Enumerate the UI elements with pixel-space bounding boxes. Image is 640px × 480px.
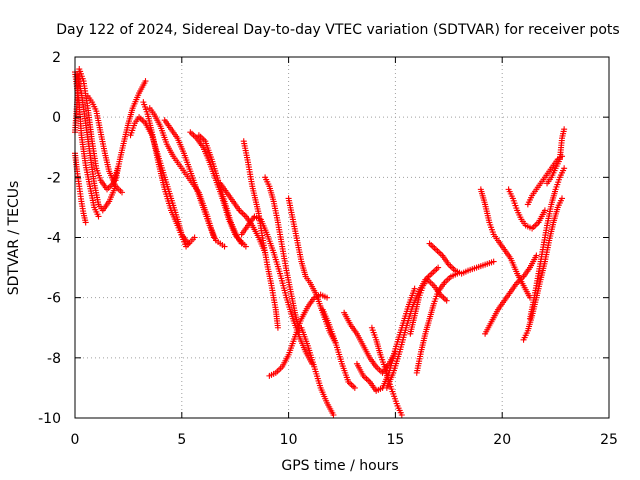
data-point — [274, 324, 281, 331]
series-arc-6 — [112, 78, 149, 184]
series-arc-18 — [266, 291, 331, 379]
y-tick-label: -2 — [47, 170, 61, 186]
data-point — [351, 384, 358, 391]
series-arc-13 — [217, 180, 269, 256]
series-arc-17 — [285, 195, 339, 346]
series-arc-29 — [482, 252, 540, 337]
data-point — [411, 285, 418, 292]
y-axis-label: SDTVAR / TECUs — [6, 181, 22, 296]
y-tick-label: 2 — [52, 50, 61, 66]
data-point — [221, 243, 228, 250]
series-arc-27 — [426, 240, 497, 277]
data-point — [490, 258, 497, 265]
data-point — [82, 219, 89, 226]
series-arc-32 — [524, 153, 566, 208]
series-arc-30 — [505, 186, 548, 232]
series-arc-33 — [526, 165, 568, 322]
series-arc-14 — [238, 213, 316, 367]
series-arc-5 — [84, 93, 125, 196]
series-arc-19 — [298, 324, 337, 418]
series-arc-34 — [544, 126, 568, 187]
series-arc-16 — [262, 174, 303, 334]
x-tick-label: 5 — [177, 432, 186, 448]
data-point — [242, 243, 249, 250]
data-point — [561, 165, 568, 172]
series-arc-10 — [161, 117, 228, 250]
series-arc-15 — [240, 138, 281, 331]
x-tick-label: 0 — [71, 432, 80, 448]
y-tick-label: -4 — [47, 231, 61, 247]
y-tick-labels: 2 0 -2 -4 -6 -8 -10 — [38, 50, 61, 427]
data-point — [324, 294, 331, 301]
x-axis-label: GPS time / hours — [281, 458, 398, 474]
y-tick-label: 0 — [52, 110, 61, 126]
y-tick-label: -8 — [47, 351, 61, 367]
x-tick-label: 10 — [280, 432, 298, 448]
x-tick-label: 15 — [386, 432, 404, 448]
data-point — [118, 189, 125, 196]
chart-title: Day 122 of 2024, Sidereal Day-to-day VTE… — [56, 22, 619, 38]
y-tick-label: -10 — [38, 411, 61, 427]
series-arc-25 — [407, 276, 450, 337]
data-point — [435, 264, 442, 271]
series-arc-20 — [319, 306, 358, 391]
data-point — [561, 126, 568, 133]
x-tick-label: 20 — [493, 432, 511, 448]
series-arc-8 — [140, 99, 198, 250]
data-point — [95, 213, 102, 220]
data-point — [398, 411, 405, 418]
data-point — [559, 195, 566, 202]
series-arc-26 — [413, 270, 461, 376]
series-arc-22 — [353, 285, 418, 394]
y-tick-label: -6 — [47, 291, 61, 307]
data-point — [142, 78, 149, 85]
x-tick-label: 25 — [600, 432, 618, 448]
series-arc-23 — [368, 324, 405, 418]
data-point — [191, 234, 198, 241]
data-point — [330, 411, 337, 418]
series-arc-12 — [195, 132, 249, 250]
data-point — [533, 252, 540, 259]
axis-ticks — [74, 56, 610, 419]
x-tick-labels: 0 5 10 15 20 25 — [71, 432, 618, 448]
grid — [75, 57, 609, 418]
data-points — [72, 66, 568, 418]
data-point — [541, 207, 548, 214]
series-arc-21 — [341, 309, 399, 376]
data-point — [443, 297, 450, 304]
